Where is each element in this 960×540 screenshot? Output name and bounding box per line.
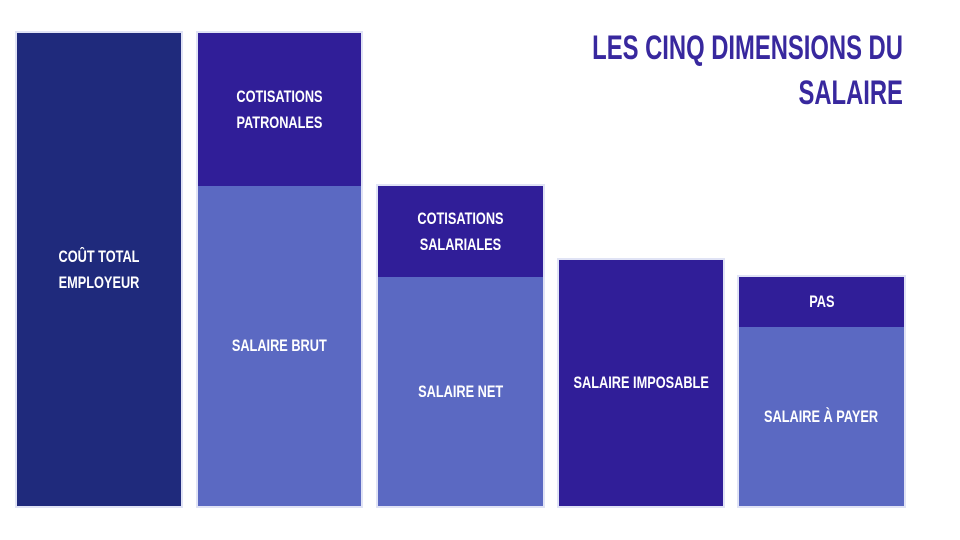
segment-cout-total-employeur: COÛT TOTAL EMPLOYEUR: [17, 33, 181, 506]
segment-salaire-net: SALAIRE NET: [378, 277, 543, 506]
segment-label: SALAIRE À PAYER: [764, 406, 879, 426]
bar-cout-total-employeur: COÛT TOTAL EMPLOYEUR: [17, 33, 181, 506]
bar-salaire-net: COTISATIONS SALARIALES SALAIRE NET: [378, 186, 543, 506]
bar-salaire-brut: COTISATIONS PATRONALES SALAIRE BRUT: [198, 33, 361, 506]
segment-label: COTISATIONS SALARIALES: [417, 208, 504, 254]
segment-cotisations-salariales: COTISATIONS SALARIALES: [378, 186, 543, 277]
segment-salaire-imposable: SALAIRE IMPOSABLE: [559, 260, 723, 506]
segment-label: COTISATIONS PATRONALES: [236, 86, 323, 132]
segment-label: SALAIRE BRUT: [232, 336, 327, 355]
segment-cotisations-patronales: COTISATIONS PATRONALES: [198, 33, 361, 186]
bar-salaire-imposable: SALAIRE IMPOSABLE: [559, 260, 723, 506]
segment-salaire-a-payer: SALAIRE À PAYER: [739, 327, 904, 506]
segment-label: SALAIRE IMPOSABLE: [573, 373, 709, 392]
title-line-2: SALAIRE: [798, 74, 903, 112]
segment-pas: PAS: [739, 277, 904, 327]
segment-label: COÛT TOTAL EMPLOYEUR: [58, 246, 140, 292]
segment-salaire-brut: SALAIRE BRUT: [198, 186, 361, 506]
page-title: LES CINQ DIMENSIONS DU SALAIRE: [459, 26, 903, 116]
segment-label: SALAIRE NET: [417, 381, 504, 401]
segment-label: PAS: [808, 292, 835, 311]
bar-salaire-a-payer: PAS SALAIRE À PAYER: [739, 277, 904, 506]
title-line-1: LES CINQ DIMENSIONS DU: [592, 29, 903, 67]
